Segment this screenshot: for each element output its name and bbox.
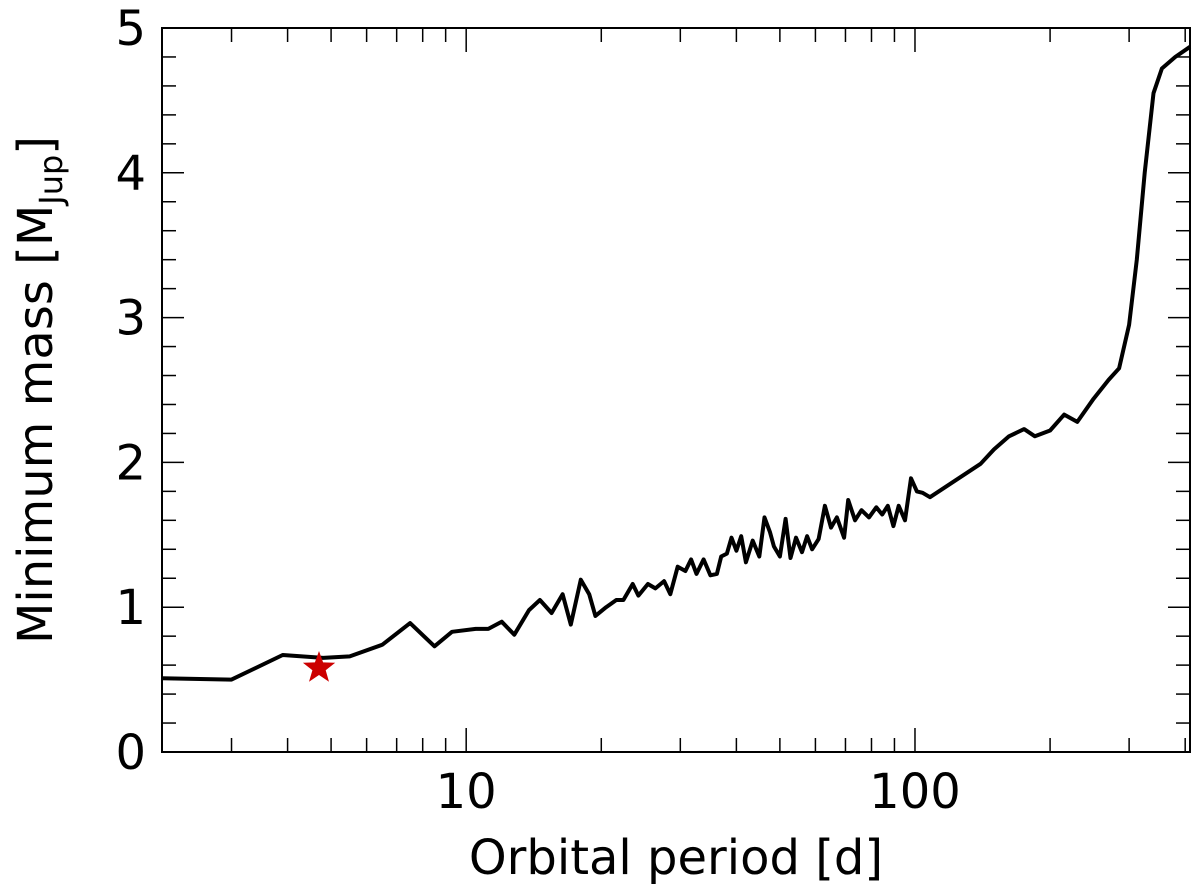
y-axis-label: Minimum mass [MJup] [8, 136, 70, 644]
series-line [161, 45, 1192, 682]
y-axis-label-subscript: Jup [32, 155, 70, 207]
x-tick-label: 100 [869, 764, 961, 820]
plot-area [161, 45, 1192, 682]
y-tick-label: 2 [115, 435, 146, 491]
y-tick-label: 4 [115, 146, 146, 202]
ticks [162, 27, 1190, 753]
y-axis-label-close: ] [8, 136, 64, 155]
y-tick-label: 0 [115, 725, 146, 781]
x-axis-label: Orbital period [d] [469, 830, 883, 884]
x-tick-label: 10 [436, 764, 497, 820]
star-marker [302, 651, 336, 682]
y-tick-label: 3 [115, 291, 146, 347]
y-tick-label: 5 [115, 1, 146, 57]
plot-frame [161, 27, 1191, 753]
y-tick-label: 1 [115, 580, 146, 636]
tick-labels: 0 1 2 3 4 5 10 100 [115, 1, 960, 820]
y-axis-label-main: Minimum mass [M [8, 205, 64, 644]
